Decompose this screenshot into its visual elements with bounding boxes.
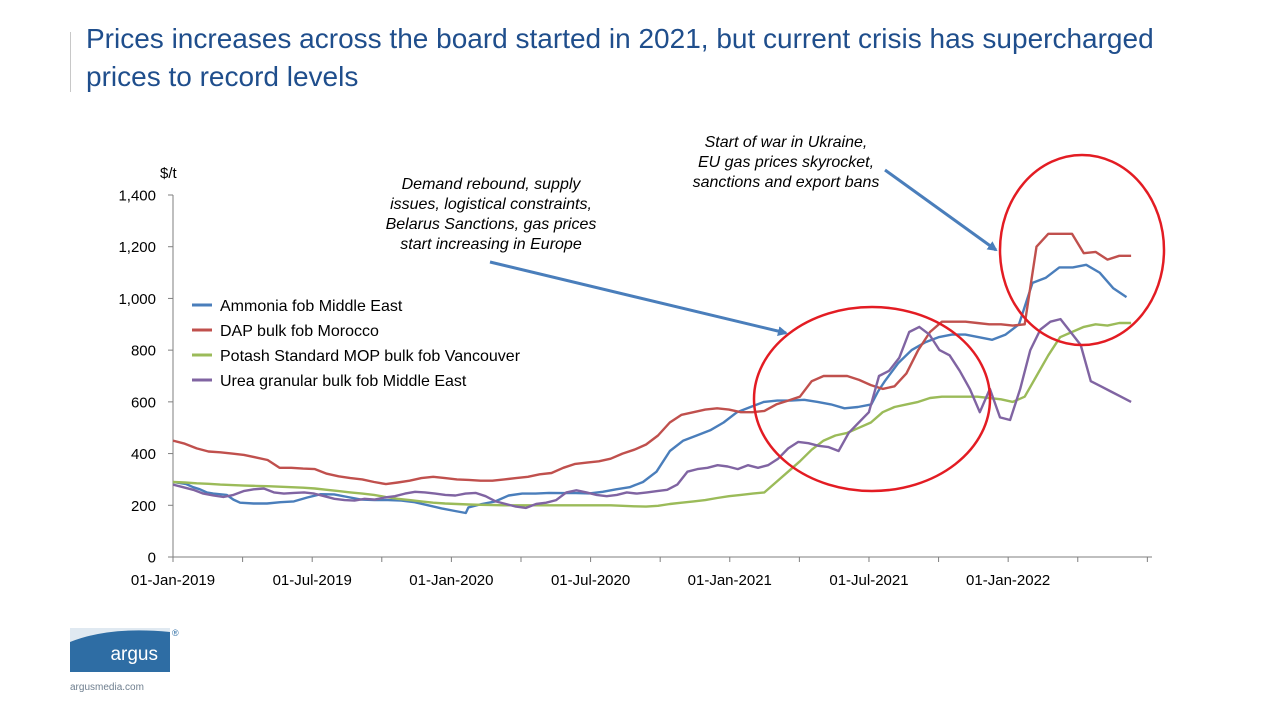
- y-axis-title: $/t: [160, 165, 178, 182]
- y-tick-label: 800: [131, 343, 156, 360]
- annotation-text-demand: Belarus Sanctions, gas prices: [386, 216, 597, 233]
- x-tick-label: 01-Jul-2019: [273, 572, 352, 589]
- argus-logo: argus ®: [70, 628, 179, 672]
- y-tick-label: 1,400: [118, 188, 156, 205]
- annotation-text-demand: start increasing in Europe: [400, 236, 582, 253]
- series-line-dap-bulk-fob-morocco: [172, 232, 1132, 486]
- highlight-circle-2022: [998, 153, 1166, 347]
- annotation-text-war: EU gas prices skyrocket,: [698, 154, 874, 171]
- x-tick-label: 01-Jan-2022: [966, 572, 1050, 589]
- series-line-potash-standard-mop-bulk-fob-vancouver: [172, 321, 1132, 508]
- legend-label: Urea granular bulk fob Middle East: [220, 373, 467, 390]
- y-tick-label: 200: [131, 498, 156, 515]
- x-tick-label: 01-Jul-2021: [829, 572, 908, 589]
- annotation-text-war: sanctions and export bans: [693, 174, 880, 191]
- annotation-text-demand: Demand rebound, supply: [402, 176, 582, 193]
- legend-label: DAP bulk fob Morocco: [220, 323, 379, 340]
- series-line-urea-granular-bulk-fob-middle-east: [172, 317, 1132, 510]
- x-tick-label: 01-Jan-2020: [409, 572, 493, 589]
- y-tick-label: 400: [131, 446, 156, 463]
- page-title: Prices increases across the board starte…: [86, 23, 1154, 92]
- annotation-arrow-demand: [489, 260, 788, 336]
- registered-mark: ®: [172, 628, 179, 638]
- brand-url: argusmedia.com: [70, 682, 144, 693]
- x-tick-label: 01-Jan-2019: [131, 572, 215, 589]
- annotation-text-demand: issues, logistical constraints,: [390, 196, 592, 213]
- x-tick-label: 01-Jul-2020: [551, 572, 630, 589]
- highlight-circle-2021: [752, 305, 992, 493]
- annotation-text-war: Start of war in Ukraine,: [705, 134, 868, 151]
- legend-label: Potash Standard MOP bulk fob Vancouver: [220, 348, 521, 365]
- annotation-arrow-war: [884, 168, 998, 252]
- y-tick-label: 1,000: [118, 291, 156, 308]
- x-tick-label: 01-Jan-2021: [688, 572, 772, 589]
- logo-wordmark: argus: [110, 644, 158, 665]
- y-tick-label: 600: [131, 394, 156, 411]
- y-tick-label: 1,200: [118, 239, 156, 256]
- legend-label: Ammonia fob Middle East: [220, 298, 403, 315]
- y-tick-label: 0: [148, 550, 156, 567]
- title-divider: [70, 32, 71, 92]
